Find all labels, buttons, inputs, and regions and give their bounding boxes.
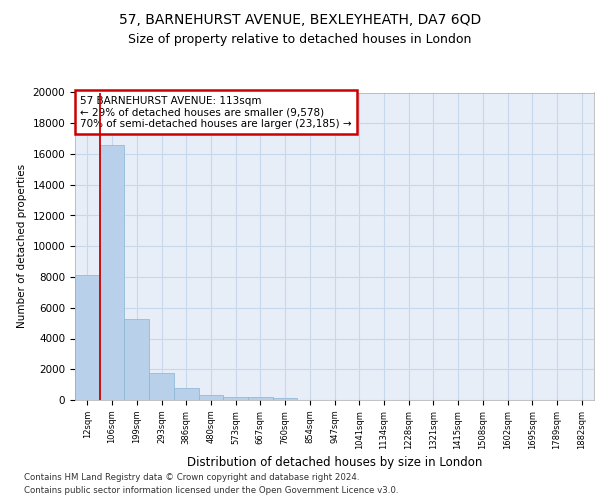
Text: Contains HM Land Registry data © Crown copyright and database right 2024.: Contains HM Land Registry data © Crown c… bbox=[24, 472, 359, 482]
Bar bbox=[223, 397, 248, 400]
Bar bbox=[75, 276, 100, 400]
Bar bbox=[124, 318, 149, 400]
Bar bbox=[273, 398, 298, 400]
Y-axis label: Number of detached properties: Number of detached properties bbox=[17, 164, 27, 328]
Bar bbox=[100, 145, 124, 400]
X-axis label: Distribution of detached houses by size in London: Distribution of detached houses by size … bbox=[187, 456, 482, 469]
Bar bbox=[199, 395, 223, 400]
Text: Size of property relative to detached houses in London: Size of property relative to detached ho… bbox=[128, 32, 472, 46]
Bar bbox=[174, 388, 199, 400]
Bar bbox=[149, 373, 174, 400]
Text: 57 BARNEHURST AVENUE: 113sqm
← 29% of detached houses are smaller (9,578)
70% of: 57 BARNEHURST AVENUE: 113sqm ← 29% of de… bbox=[80, 96, 352, 129]
Text: Contains public sector information licensed under the Open Government Licence v3: Contains public sector information licen… bbox=[24, 486, 398, 495]
Text: 57, BARNEHURST AVENUE, BEXLEYHEATH, DA7 6QD: 57, BARNEHURST AVENUE, BEXLEYHEATH, DA7 … bbox=[119, 12, 481, 26]
Bar bbox=[248, 398, 273, 400]
